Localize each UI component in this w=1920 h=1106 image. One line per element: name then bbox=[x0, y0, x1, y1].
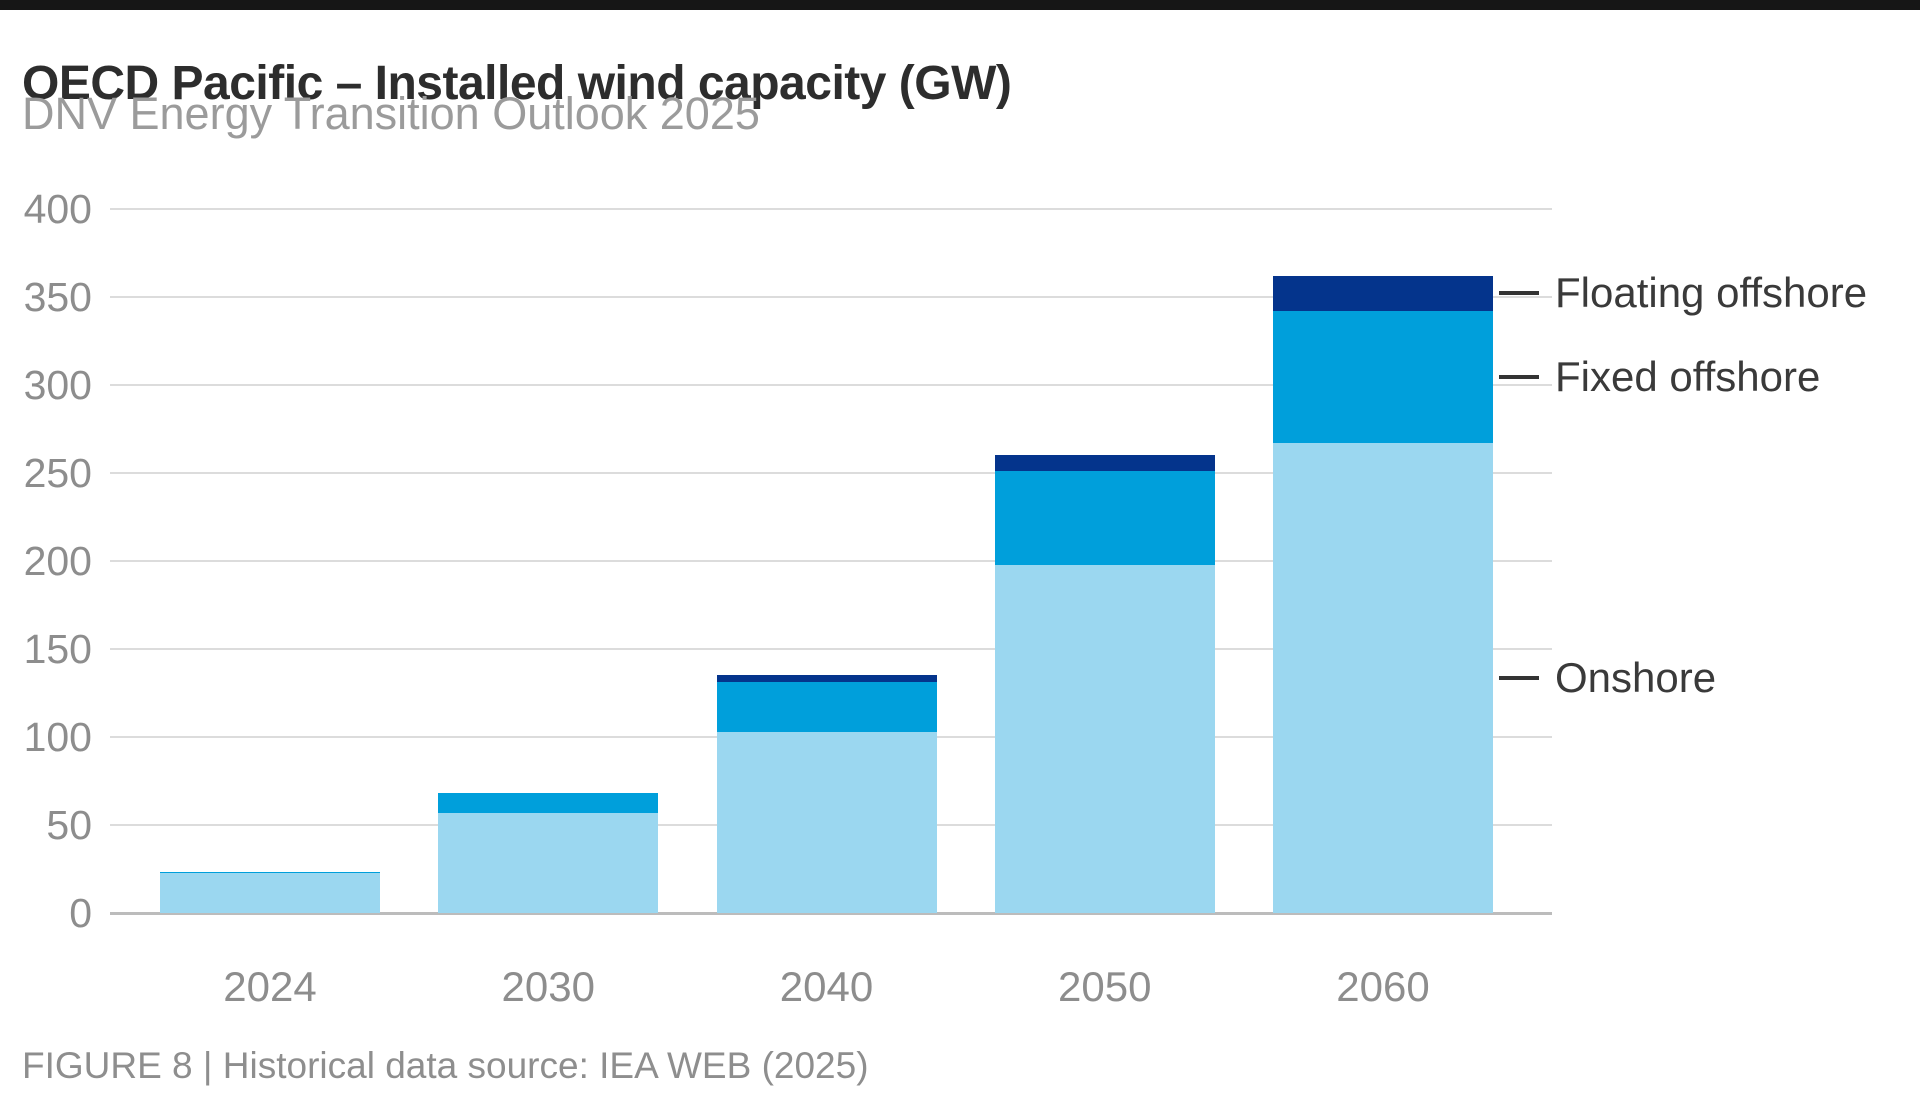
gridline-150 bbox=[110, 648, 1552, 650]
bar-2060-segment-onshore bbox=[1273, 443, 1493, 913]
page-title: OECD Pacific – Installed wind capacity (… bbox=[22, 57, 1012, 111]
legend-label-floating-offshore: Floating offshore bbox=[1555, 269, 1868, 317]
x-axis-label-2024: 2024 bbox=[223, 963, 317, 1010]
chart-area: 2024 2030 2040 2050 2060 Floating offshore Fix… bbox=[0, 186, 1920, 1010]
bar-2030-segment-onshore bbox=[438, 812, 659, 913]
x-axis-label-2060: 2060 bbox=[1336, 963, 1430, 1010]
legend-label-fixed-offshore: Fixed offshore bbox=[1555, 353, 1821, 401]
gridline-250 bbox=[110, 472, 1552, 474]
bar-2040-segment-floating-offshore bbox=[716, 675, 937, 683]
y-axis-label-100: 100 bbox=[23, 714, 92, 760]
bar-2050-segment-onshore bbox=[994, 564, 1215, 913]
gridline-0 bbox=[110, 912, 1552, 915]
x-axis-label-2040: 2040 bbox=[779, 963, 874, 1010]
legend-label-onshore: Onshore bbox=[1555, 654, 1717, 702]
gridline-400 bbox=[110, 208, 1552, 210]
bar-2040-segment-onshore bbox=[716, 731, 937, 913]
bar-2024-segment-onshore bbox=[160, 873, 380, 913]
gridline-200 bbox=[110, 560, 1552, 562]
bar-2060-segment-fixed-offshore bbox=[1273, 311, 1493, 444]
gridline-350 bbox=[110, 296, 1552, 298]
legend-tick-line bbox=[1499, 291, 1539, 296]
page-subtitle: DNV Energy Transition Outlook 2025 bbox=[22, 88, 760, 139]
bar-2060-segment-floating-offshore bbox=[1273, 275, 1493, 312]
y-axis-label-50: 50 bbox=[46, 802, 92, 848]
legend-tick-line bbox=[1499, 375, 1539, 380]
y-axis-label-0: 0 bbox=[69, 890, 92, 936]
x-axis-label-2050: 2050 bbox=[1058, 963, 1152, 1010]
legend-item-fixed-offshore: Fixed offshore bbox=[1499, 351, 1820, 403]
top-accent-bar bbox=[0, 0, 1920, 10]
legend-tick-line bbox=[1499, 676, 1539, 681]
plot-area: 2024 2030 2040 2050 2060 Floating offshore Fix… bbox=[110, 208, 1867, 1010]
y-axis-label-350: 350 bbox=[23, 274, 92, 320]
y-axis-label-150: 150 bbox=[23, 626, 92, 672]
bar-2030-segment-fixed-offshore bbox=[438, 793, 659, 813]
bar-2050-segment-floating-offshore bbox=[994, 455, 1215, 472]
bar-2024-segment-fixed-offshore bbox=[160, 871, 380, 874]
y-axis-label-200: 200 bbox=[23, 538, 92, 584]
bar-2040-segment-fixed-offshore bbox=[716, 682, 937, 732]
legend-item-onshore: Onshore bbox=[1499, 652, 1716, 704]
x-axis-label-2030: 2030 bbox=[501, 963, 595, 1010]
bar-2050-segment-fixed-offshore bbox=[994, 471, 1215, 565]
y-axis-label-300: 300 bbox=[23, 362, 92, 408]
y-axis-label-400: 400 bbox=[23, 186, 92, 232]
legend-item-floating-offshore: Floating offshore bbox=[1499, 267, 1867, 319]
y-axis-label-250: 250 bbox=[23, 450, 92, 496]
figure-caption: FIGURE 8 | Historical data source: IEA W… bbox=[22, 1045, 869, 1086]
gridline-300 bbox=[110, 384, 1552, 386]
